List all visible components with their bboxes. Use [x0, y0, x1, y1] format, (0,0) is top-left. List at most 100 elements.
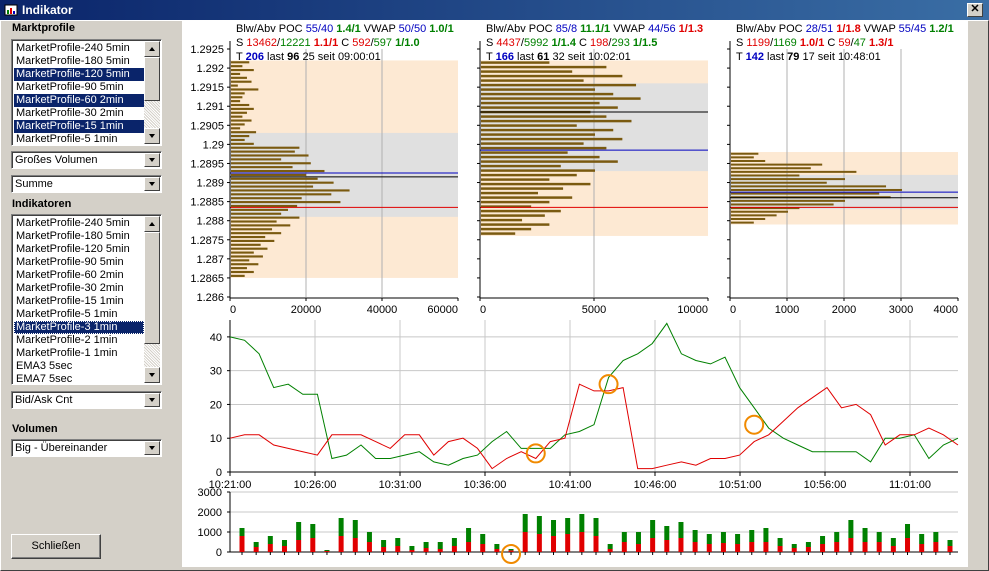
volume-y-tick-label: 3000 [198, 487, 222, 499]
volume-bar-green [720, 532, 726, 543]
indikatoren-scrollbar[interactable] [144, 216, 160, 383]
indikator-list-item[interactable]: MarketProfile-180 5min [16, 230, 130, 242]
stats-segment: 59 [838, 37, 850, 49]
profile-bar [481, 169, 595, 172]
indikatoren-listbox[interactable]: MarketProfile-240 5min MarketProfile-180 … [11, 214, 162, 385]
marktprofile-scrollbar[interactable] [144, 41, 160, 144]
volume-bar-green [451, 538, 457, 546]
volume-bar-red [749, 542, 755, 552]
marktprofile-list-item[interactable]: MarketProfile-15 1min [14, 120, 144, 133]
profile-bar [481, 187, 564, 190]
profile-x-tick-label: 5000 [582, 304, 606, 316]
volumen-combo[interactable]: Big - Übereinander [11, 439, 162, 457]
volume-bar-red [267, 544, 273, 552]
indikator-list-item[interactable]: MarketProfile-5 1min [16, 308, 118, 320]
profile-bar [231, 119, 252, 122]
volume-bar-red [437, 549, 443, 552]
stats-segment: last [764, 51, 787, 63]
scroll-up-icon[interactable] [144, 41, 160, 57]
indikator-list-item[interactable]: MarketProfile-1 1min [16, 347, 118, 359]
scroll-down-icon[interactable] [144, 128, 160, 144]
indikator-list-item[interactable]: EMA7 5sec [16, 373, 73, 385]
profile-bar [731, 207, 800, 210]
marktprofile-list-item[interactable]: MarketProfile-90 5min [16, 81, 124, 93]
indikator-list-item[interactable]: MarketProfile-120 5min [16, 243, 130, 255]
stats-segment: 96 [287, 51, 299, 63]
profile-bar [231, 232, 282, 235]
volume-bar-red [664, 540, 670, 552]
volume-bar-green [253, 542, 259, 547]
stats-segment: 44/56 [648, 23, 676, 35]
window-close-button[interactable]: ✕ [967, 3, 983, 17]
profile-bar [481, 209, 561, 213]
profile-bar [231, 131, 257, 134]
scroll-down-icon[interactable] [144, 367, 160, 383]
profile-bar [481, 83, 637, 87]
profile-bar [231, 127, 241, 130]
stats-segment: 1169 [773, 37, 797, 49]
marktprofile-volume-combo[interactable]: Großes Volumen [11, 151, 162, 169]
close-button[interactable]: Schließen [11, 534, 101, 559]
marktprofile-list-item[interactable]: MarketProfile-180 5min [16, 55, 130, 67]
volume-bar-red [834, 542, 840, 552]
indikator-list-item[interactable]: MarketProfile-3 1min [14, 321, 144, 334]
volume-bar-red [536, 534, 542, 552]
profile-bar [231, 274, 245, 277]
app-icon [4, 4, 18, 16]
profile-stats-line: S 4437/5992 1/1.4 C 198/293 1/1.5 [486, 37, 657, 49]
chevron-down-icon[interactable] [144, 441, 160, 455]
scroll-thumb[interactable] [144, 57, 160, 101]
stats-segment: VWAP [361, 23, 399, 35]
indikator-list-item[interactable]: EMA3 5sec [16, 360, 73, 372]
chevron-down-icon[interactable] [144, 153, 160, 167]
chevron-down-icon[interactable] [144, 393, 160, 407]
indikator-list-item[interactable]: MarketProfile-240 5min [16, 217, 130, 229]
profile-x-tick-label: 0 [730, 304, 736, 316]
profile-bar [481, 155, 600, 159]
profile-bar [731, 217, 766, 220]
stats-segment: C [576, 37, 590, 49]
marktprofile-list-item[interactable]: MarketProfile-120 5min [14, 68, 144, 81]
stats-segment: 1.3/1 [869, 37, 893, 49]
marktprofile-list-item[interactable]: MarketProfile-240 5min [16, 42, 130, 54]
profile-stats-line: T 142 last 79 17 seit 10:48:01 [736, 51, 881, 63]
indikator-list-item[interactable]: MarketProfile-90 5min [16, 256, 124, 268]
crossover-marker [744, 414, 765, 435]
chevron-down-icon[interactable] [144, 177, 160, 191]
volume-bar-red [791, 548, 797, 552]
volume-bar-green [777, 538, 783, 546]
marktprofile-list-item[interactable]: MarketProfile-30 2min [16, 107, 124, 119]
stats-segment: 61 [537, 51, 549, 63]
scroll-up-icon[interactable] [144, 216, 160, 232]
volume-bar-green [791, 544, 797, 548]
indikator-list-item[interactable]: MarketProfile-60 2min [16, 269, 124, 281]
marktprofile-list-item[interactable]: MarketProfile-60 2min [14, 94, 144, 107]
stats-segment: 1.0/1 [800, 37, 824, 49]
profile-bar [481, 97, 641, 100]
profile-bar [231, 154, 309, 157]
stats-segment: S [736, 37, 746, 49]
volume-bar-green [933, 532, 939, 542]
volume-bar-red [905, 538, 911, 552]
volume-bar-green [239, 528, 245, 536]
volume-y-tick-label: 0 [216, 547, 222, 559]
indikator-list-item[interactable]: MarketProfile-30 2min [16, 282, 124, 294]
volume-bar-green [749, 530, 755, 542]
stats-segment: Blw/Abv POC [736, 23, 806, 35]
indikator-type-combo[interactable]: Bid/Ask Cnt [11, 391, 162, 409]
profile-y-tick-label: 1.2875 [190, 235, 224, 247]
profile-y-tick-label: 1.2865 [190, 273, 224, 285]
scroll-thumb[interactable] [144, 232, 160, 344]
volume-bar-red [366, 542, 372, 552]
indikator-list-item[interactable]: MarketProfile-15 1min [16, 295, 124, 307]
profile-bar [231, 255, 263, 258]
stats-segment: 142 [746, 51, 764, 63]
stats-segment: 1.1/1 [314, 37, 338, 49]
volume-bar-green [352, 520, 358, 538]
marktprofile-listbox[interactable]: MarketProfile-240 5min MarketProfile-180 … [11, 39, 162, 146]
profile-bar [231, 247, 268, 250]
profile-bar [731, 156, 754, 159]
indikator-list-item[interactable]: MarketProfile-2 1min [16, 334, 118, 346]
marktprofile-aggregation-combo[interactable]: Summe [11, 175, 162, 193]
marktprofile-list-item[interactable]: MarketProfile-5 1min [16, 133, 118, 145]
